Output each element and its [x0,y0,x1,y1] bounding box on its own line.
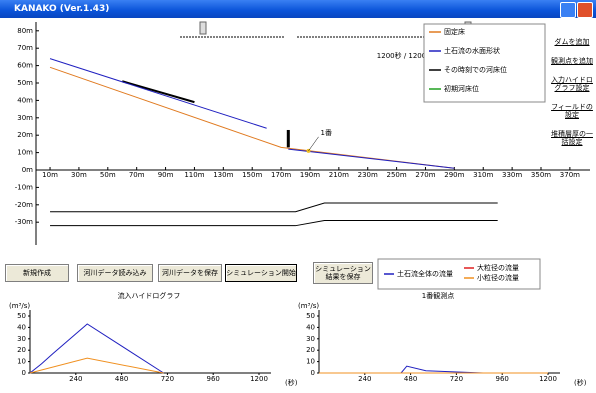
x-tick-label: 70m [129,171,145,179]
side-button[interactable]: 堆積層厚の一括設定 [551,130,593,146]
y-tick-label: 20 [306,346,315,354]
x-unit: (秒) [574,378,587,387]
x-tick-label: 150m [242,171,262,179]
x-tick-label: 480 [404,375,417,383]
x-tick-label: 290m [444,171,464,179]
y-unit: (m³/s) [9,302,30,310]
side-button[interactable]: 観測点を追加 [551,57,593,65]
x-tick-label: 110m [184,171,204,179]
data-line [50,219,498,227]
time-display: 1200秒 / 1200秒 [377,51,433,60]
button[interactable]: 河川データ読み込み [77,264,153,282]
button[interactable]: 河川データを保存 [158,264,222,282]
y-tick-label: 0 [311,369,315,377]
side-button[interactable]: フィールドの設定 [551,103,593,119]
y-tick-label: 10m [17,149,33,157]
x-tick-label: 720 [450,375,463,383]
x-tick-label: 130m [213,171,233,179]
dam [286,129,290,148]
x-tick-label: 230m [358,171,378,179]
data-line [29,357,164,374]
slider-thumb[interactable] [199,21,207,35]
y-tick-label: 50 [306,312,315,320]
side-button[interactable]: 入力ハイドログラフ設定 [551,76,593,92]
button[interactable]: 新規作成 [5,264,69,282]
data-line [49,66,455,169]
legend-label: その時刻での河床位 [444,65,507,74]
chart-title: 1番観測点 [422,291,454,300]
window-title: KANAKO (Ver.1.43) [14,4,110,14]
x-tick-label: 170m [271,171,291,179]
legend-label: 土石流全体の流量 [397,269,453,278]
chart-title: 流入ハイドログラフ [118,291,181,300]
y-tick-label: 30 [17,335,26,343]
legend-label: 固定床 [444,27,465,36]
x-tick-label: 370m [560,171,580,179]
x-tick-label: 240 [358,375,371,383]
x-tick-label: 350m [531,171,551,179]
legend-label: 大粒径の流量 [477,263,519,272]
x-tick-label: 310m [473,171,493,179]
y-tick-label: -30m [15,218,33,226]
observation-label: 1番 [321,129,332,137]
y-tick-label: -10m [15,183,33,191]
leader [308,136,319,152]
y-tick-label: 40 [306,323,315,331]
x-tick-label: 720 [161,375,174,383]
y-tick-label: 20 [17,346,26,354]
close-button[interactable] [577,2,593,18]
y-tick-label: 20m [17,131,33,139]
y-tick-label: 70m [17,44,33,52]
x-tick-label: 330m [502,171,522,179]
y-tick-label: 0m [22,166,33,174]
y-tick-label: 50m [17,79,33,87]
x-tick-label: 960 [207,375,220,383]
y-tick-label: 30 [306,335,315,343]
y-unit: (m³/s) [298,302,319,310]
x-tick-label: 10m [42,171,58,179]
x-tick-label: 480 [115,375,128,383]
data-line [49,58,455,169]
legend-label: 初期河床位 [444,84,479,93]
x-tick-label: 30m [71,171,87,179]
minimize-button[interactable] [560,2,576,18]
legend-label: 土石流の水面形状 [444,46,500,55]
y-tick-label: 0 [22,369,26,377]
y-tick-label: 40m [17,96,33,104]
x-tick-label: 250m [387,171,407,179]
y-tick-label: 50 [17,312,26,320]
x-tick-label: 240 [69,375,82,383]
x-tick-label: 1200 [250,375,268,383]
y-tick-label: 40 [17,323,26,331]
x-tick-label: 90m [158,171,174,179]
legend-box [377,258,541,290]
data-line [121,80,195,104]
button[interactable]: シミュレーション開始 [225,264,297,282]
x-tick-label: 50m [100,171,116,179]
legend-label: 小粒径の流量 [477,273,519,282]
x-tick-label: 270m [415,171,435,179]
legend-box [423,23,546,103]
y-tick-label: 10 [17,358,26,366]
x-tick-label: 1200 [539,375,557,383]
x-tick-label: 960 [496,375,509,383]
y-tick-label: 60m [17,62,33,70]
x-unit: (秒) [285,378,298,387]
title-bar: KANAKO (Ver.1.43) [0,0,596,18]
x-tick-label: 190m [300,171,320,179]
button[interactable]: シミュレーション結果を保存 [313,262,373,284]
data-line [29,323,164,374]
y-tick-label: -20m [15,201,33,209]
data-line [319,365,484,374]
data-line [50,202,498,213]
side-button[interactable]: ダムを追加 [554,38,590,46]
y-tick-label: 80m [17,27,33,35]
x-tick-label: 210m [329,171,349,179]
y-tick-label: 30m [17,114,33,122]
y-tick-label: 10 [306,358,315,366]
